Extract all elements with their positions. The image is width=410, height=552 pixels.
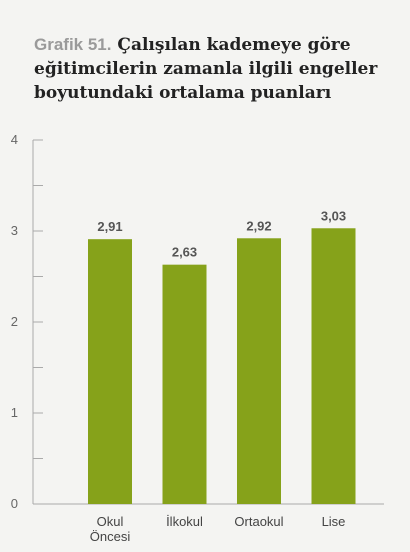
y-axis: 0 1 2 3 4: [11, 132, 384, 511]
category-label: Lise: [322, 514, 346, 529]
data-label: 3,03: [321, 208, 346, 223]
chart-title: Grafik 51. Çalışılan kademeye göre eğiti…: [34, 33, 384, 105]
chart-title-text: Çalışılan kademeye göre eğitimcilerin za…: [34, 35, 378, 103]
category-label: Ortaokul: [234, 514, 283, 529]
bars: [88, 228, 356, 504]
category-label: İlkokul: [166, 514, 203, 529]
category-label: Öncesi: [90, 529, 131, 544]
y-tick-label: 2: [11, 314, 18, 329]
chart-title-prefix: Grafik 51.: [34, 35, 112, 54]
y-tick-label: 3: [11, 223, 18, 238]
data-label: 2,63: [172, 245, 197, 260]
y-tick-label: 4: [11, 132, 18, 147]
y-tick-label: 0: [11, 496, 18, 511]
y-tick-label: 1: [11, 405, 18, 420]
data-labels: 2,91 2,63 2,92 3,03: [97, 208, 346, 259]
category-label: Okul: [97, 514, 124, 529]
data-label: 2,92: [246, 218, 271, 233]
bar: [88, 239, 132, 504]
bar: [237, 238, 281, 504]
bar: [311, 228, 356, 504]
bar: [162, 264, 207, 504]
data-label: 2,91: [97, 219, 122, 234]
